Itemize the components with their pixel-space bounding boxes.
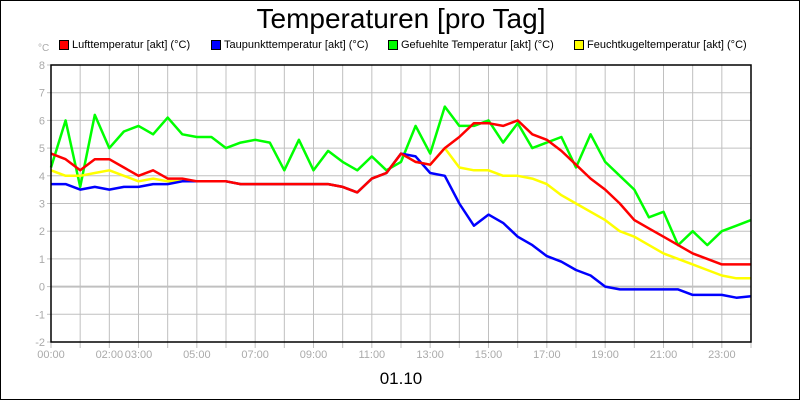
x-tick-label: 00:00 [37, 349, 65, 361]
y-tick-label: 1 [39, 254, 45, 266]
x-tick-label: 19:00 [591, 349, 619, 361]
chart-title: Temperaturen [pro Tag] [256, 3, 546, 34]
x-tick-label: 07:00 [241, 349, 269, 361]
x-tick-label: 23:00 [708, 349, 736, 361]
plot-border [50, 64, 752, 343]
legend-item-gefuehlte-temperatur: Gefuehlte Temperatur [akt] (°C) [388, 39, 574, 51]
x-tick-label: 03:00 [125, 349, 153, 361]
y-axis-unit: °C [38, 43, 50, 54]
x-axis-date-label: 01.10 [379, 369, 423, 388]
series-line-2 [49, 105, 752, 247]
legend-item-taupunkttemperatur: Taupunkttemperatur [akt] (°C) [211, 39, 388, 51]
x-tick-label: 17:00 [533, 349, 561, 361]
x-tick-label: 02:00 [96, 349, 124, 361]
legend-swatch-red-icon [59, 40, 69, 50]
legend-label: Lufttemperatur [akt] (°C) [72, 39, 191, 51]
x-tick-label: 15:00 [475, 349, 503, 361]
y-tick-label: 6 [39, 115, 45, 127]
x-tick-label: 13:00 [416, 349, 444, 361]
legend-swatch-green-icon [388, 40, 398, 50]
y-tick-label: 4 [39, 171, 45, 183]
legend-swatch-yellow-icon [574, 40, 584, 50]
y-tick-label: 8 [39, 60, 45, 72]
legend-label: Feuchtkugeltemperatur [akt] (°C) [587, 39, 747, 51]
legend-label: Gefuehlte Temperatur [akt] (°C) [401, 39, 554, 51]
legend-label: Taupunkttemperatur [akt] (°C) [224, 39, 369, 51]
legend-item-feuchtkugeltemperatur: Feuchtkugeltemperatur [akt] (°C) [574, 39, 747, 51]
legend: Lufttemperatur [akt] (°C) Taupunkttemper… [59, 39, 747, 51]
x-tick-label: 05:00 [183, 349, 211, 361]
y-tick-label: -2 [35, 337, 45, 349]
legend-swatch-blue-icon [211, 40, 221, 50]
x-tick-label: 21:00 [650, 349, 678, 361]
y-tick-label: 3 [39, 199, 45, 211]
y-tick-label: 0 [39, 282, 45, 294]
y-tick-label: 2 [39, 226, 45, 238]
x-tick-label: 11:00 [358, 349, 385, 361]
y-tick-label: 5 [39, 143, 45, 155]
x-tick-label: 09:00 [300, 349, 328, 361]
y-tick-label: 7 [39, 88, 45, 100]
legend-item-lufttemperatur: Lufttemperatur [akt] (°C) [59, 39, 211, 51]
series-line-0 [50, 119, 751, 266]
y-tick-label: -1 [35, 309, 45, 321]
